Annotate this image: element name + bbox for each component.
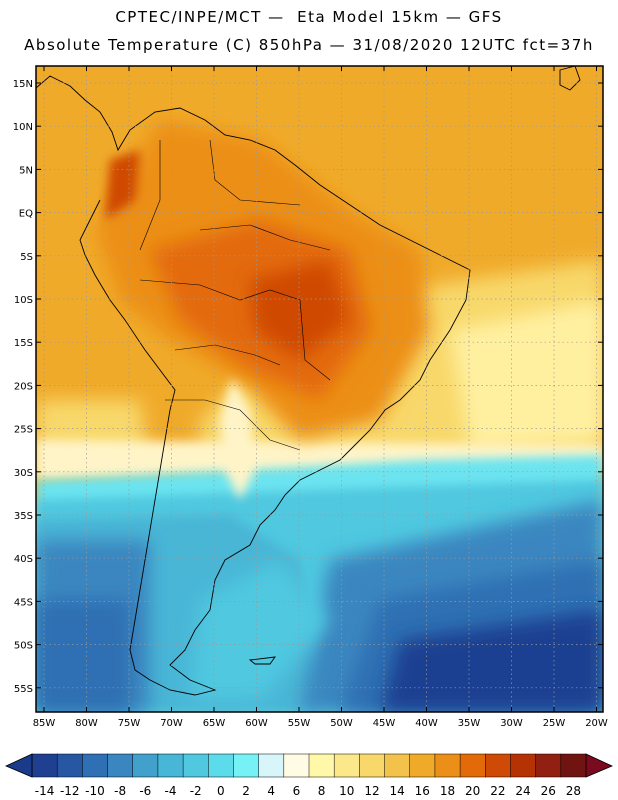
lat-label: 15S <box>14 338 33 349</box>
lat-label: 10N <box>13 122 33 133</box>
colorbar-swatch <box>107 753 134 778</box>
colorbar-swatch <box>132 753 159 778</box>
colorbar-tick-label: 28 <box>566 784 581 798</box>
colorbar-swatch <box>560 753 587 778</box>
lon-label: 75W <box>118 718 141 729</box>
colorbar-swatch <box>182 753 209 778</box>
colorbar-swatch <box>308 753 335 778</box>
colorbar-tick-label: 18 <box>440 784 455 798</box>
lon-label: 35W <box>458 718 481 729</box>
colorbar-swatch <box>510 753 537 778</box>
colorbar-swatch <box>434 753 461 778</box>
colorbar-swatch <box>359 753 386 778</box>
lat-label: 35S <box>14 511 33 522</box>
lon-label: 25W <box>543 718 566 729</box>
lon-label: 60W <box>245 718 268 729</box>
colorbar-tick-label: 6 <box>293 784 301 798</box>
colorbar-swatch <box>82 753 109 778</box>
colorbar-tick-label: -10 <box>85 784 105 798</box>
lon-label: 80W <box>75 718 98 729</box>
lat-label: 30S <box>14 468 33 479</box>
colorbar-tick-label: -14 <box>35 784 55 798</box>
temperature-field <box>36 66 603 712</box>
colorbar-tick-label: 12 <box>364 784 379 798</box>
lat-label: 50S <box>14 641 33 652</box>
colorbar-swatch <box>384 753 411 778</box>
colorbar-swatch <box>233 753 260 778</box>
colorbar-swatch <box>56 753 83 778</box>
lat-label: 55S <box>14 684 33 695</box>
lat-label: 5N <box>19 165 33 176</box>
colorbar-swatch <box>157 753 184 778</box>
country-borders <box>139 139 331 451</box>
colorbar-tick-label: -6 <box>139 784 151 798</box>
lon-label: 85W <box>33 718 56 729</box>
colorbar-low-arrow <box>5 753 33 778</box>
lon-label: 65W <box>203 718 226 729</box>
lat-label: 5S <box>20 252 33 263</box>
colorbar-tick-label: 20 <box>465 784 480 798</box>
colorbar-swatch <box>31 753 58 778</box>
colorbar-tick-label: 10 <box>339 784 354 798</box>
map-title: CPTEC/INPE/MCT — Eta Model 15km — GFS <box>115 8 503 26</box>
colorbar-tick-label: 2 <box>242 784 250 798</box>
colorbar-swatch <box>208 753 235 778</box>
lon-label: 30W <box>500 718 523 729</box>
colorbar-swatch <box>283 753 310 778</box>
colorbar-swatch <box>485 753 512 778</box>
lon-label: 70W <box>160 718 183 729</box>
map-subtitle: Absolute Temperature (C) 850hPa — 31/08/… <box>24 36 594 54</box>
colorbar-tick-label: 8 <box>318 784 326 798</box>
lon-label: 40W <box>415 718 438 729</box>
colorbar-swatch <box>409 753 436 778</box>
lat-label: 10S <box>14 295 33 306</box>
colorbar-tick-label: 16 <box>415 784 430 798</box>
colorbar-swatch <box>333 753 360 778</box>
colorbar-swatch <box>459 753 486 778</box>
lat-label: 25S <box>14 425 33 436</box>
colorbar-tick-label: 24 <box>515 784 530 798</box>
lat-label: 15N <box>13 79 33 90</box>
lat-label: EQ <box>19 209 33 220</box>
colorbar-tick-label: 22 <box>490 784 505 798</box>
lon-label: 45W <box>373 718 396 729</box>
colorbar-tick-label: -12 <box>60 784 80 798</box>
colorbar-tick-label: 14 <box>389 784 404 798</box>
colorbar-tick-label: -4 <box>165 784 177 798</box>
graticule <box>36 66 603 712</box>
lon-label: 55W <box>288 718 311 729</box>
colorbar-tick-label: -8 <box>114 784 126 798</box>
lon-label: 50W <box>330 718 353 729</box>
map-frame <box>35 65 604 713</box>
lon-label: 20W <box>585 718 608 729</box>
colorbar-swatch <box>258 753 285 778</box>
lat-label: 40S <box>14 554 33 565</box>
colorbar-tick-label: 0 <box>217 784 225 798</box>
colorbar-high-arrow <box>585 753 613 778</box>
lat-label: 45S <box>14 597 33 608</box>
colorbar-tick-label: 26 <box>541 784 556 798</box>
colorbar-swatch <box>535 753 562 778</box>
lat-label: 20S <box>14 381 33 392</box>
colorbar-tick-label: 4 <box>267 784 275 798</box>
colorbar-tick-label: -2 <box>190 784 202 798</box>
